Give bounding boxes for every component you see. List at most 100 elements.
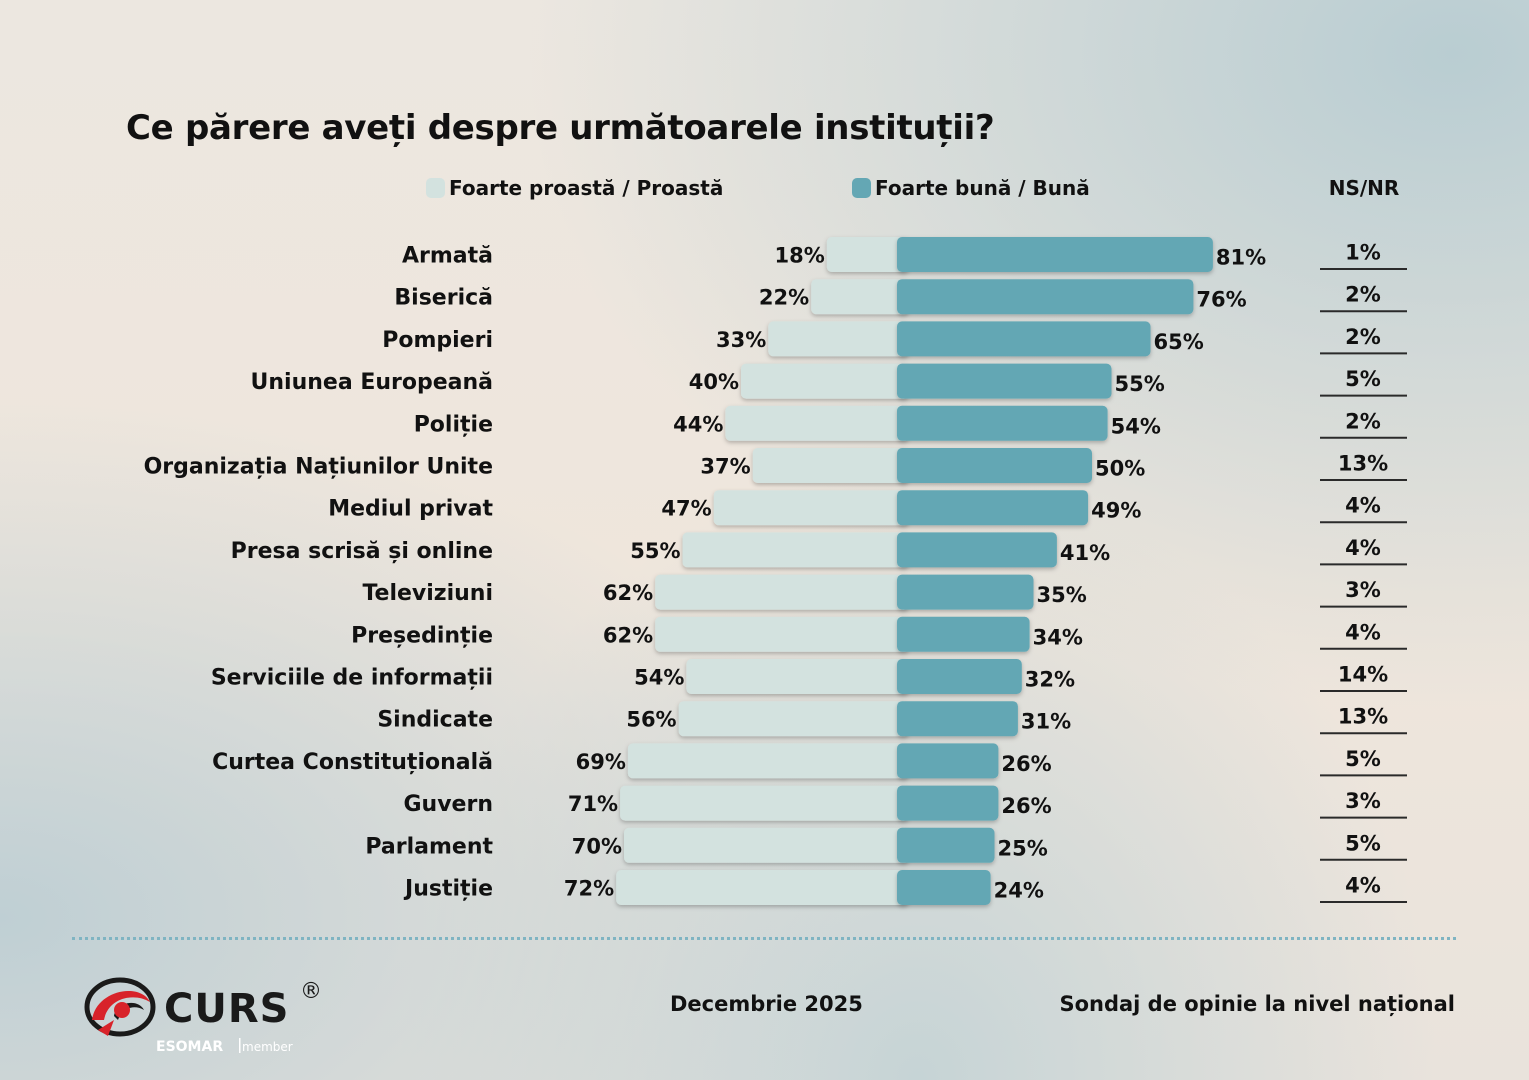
legend-negative-label: Foarte proastă / Proastă [449,176,724,200]
value-label-positive-parlament: 25% [998,836,1048,860]
bar-row-organizatia-natiunilor-unite: Organizația Națiunilor Unite 37% 50% 13% [144,448,1407,483]
bar-negative-presa-scrisa-si-online [682,532,909,568]
logo-registered: ® [300,979,322,1004]
value-label-positive-politie: 54% [1111,414,1161,438]
bar-row-serviciile-de-informatii: Serviciile de informații 54% 32% 14% [211,659,1407,694]
value-label-negative-mediul-privat: 47% [661,497,711,521]
value-label-negative-guvern: 71% [568,792,618,816]
chart-title: Ce părere aveți despre următoarele insti… [126,108,995,148]
bar-positive-biserica [897,279,1194,315]
value-label-negative-organizatia-natiunilor-unite: 37% [700,455,750,479]
bar-row-parlament: Parlament 70% 25% 5% [365,827,1407,863]
value-label-nsnr-sindicate: 13% [1338,705,1388,729]
bar-negative-biserica [811,279,909,315]
value-label-nsnr-pompieri: 2% [1345,325,1381,349]
value-label-positive-biserica: 76% [1196,288,1246,312]
value-label-nsnr-serviciile-de-informatii: 14% [1338,663,1388,687]
value-label-positive-curtea-constitutionala: 26% [1001,752,1051,776]
value-label-positive-presedintie: 34% [1033,625,1083,649]
legend-positive-label: Foarte bună / Bună [875,176,1090,200]
legend-negative: Foarte proastă / Proastă [426,176,723,200]
category-label-serviciile-de-informatii: Serviciile de informații [211,666,493,691]
value-label-positive-televiziuni: 35% [1037,583,1087,607]
category-label-justitie: Justiție [403,877,493,902]
value-label-nsnr-politie: 2% [1345,409,1381,433]
bar-row-pompieri: Pompieri 33% 65% 2% [382,321,1407,357]
bar-positive-serviciile-de-informatii [897,659,1022,694]
bar-negative-guvern [620,785,909,821]
footer-divider [72,937,1456,940]
category-label-armata: Armată [402,244,493,269]
bar-negative-organizatia-natiunilor-unite [752,448,909,483]
value-label-nsnr-presedintie: 4% [1345,620,1381,644]
value-label-positive-justitie: 24% [994,879,1044,903]
bar-row-presa-scrisa-si-online: Presa scrisă și online 55% 41% 4% [231,532,1407,568]
bar-negative-serviciile-de-informatii [686,659,909,694]
bar-negative-uniunea-europeana [741,363,909,399]
value-label-negative-uniunea-europeana: 40% [689,370,739,394]
value-label-negative-parlament: 70% [572,834,622,858]
bar-row-guvern: Guvern 71% 26% 3% [404,785,1407,821]
value-label-negative-presedintie: 62% [603,623,653,647]
value-label-positive-organizatia-natiunilor-unite: 50% [1095,457,1145,481]
bar-negative-armata [826,237,909,272]
category-label-televiziuni: Televiziuni [362,581,493,606]
bar-row-biserica: Biserică 22% 76% 2% [394,279,1407,315]
bar-negative-televiziuni [655,574,909,610]
bar-positive-justitie [897,870,991,905]
value-label-negative-curtea-constitutionala: 69% [576,750,626,774]
bar-row-armata: Armată 18% 81% 1% [402,237,1407,272]
value-label-nsnr-justitie: 4% [1345,874,1381,898]
legend-negative-swatch [426,178,445,198]
value-label-negative-presa-scrisa-si-online: 55% [630,539,680,563]
bar-negative-mediul-privat [713,490,909,526]
category-label-pompieri: Pompieri [382,328,493,353]
nsnr-header: NS/NR [1328,176,1400,200]
bar-positive-presedintie [897,616,1030,652]
value-label-nsnr-armata: 1% [1345,241,1381,265]
value-label-positive-uniunea-europeana: 55% [1115,372,1165,396]
bar-row-televiziuni: Televiziuni 62% 35% 3% [362,574,1407,610]
survey-note: Sondaj de opinie la nivel național [1059,992,1455,1016]
value-label-nsnr-guvern: 3% [1345,789,1381,813]
bar-row-uniunea-europeana: Uniunea Europeană 40% 55% 5% [251,363,1407,399]
value-label-nsnr-organizatia-natiunilor-unite: 13% [1338,452,1388,476]
bar-positive-televiziuni [897,574,1034,610]
bar-row-presedintie: Președinție 62% 34% 4% [351,616,1407,652]
bar-positive-guvern [897,785,999,821]
category-label-uniunea-europeana: Uniunea Europeană [251,370,494,395]
bar-negative-justitie [616,870,909,905]
value-label-nsnr-biserica: 2% [1345,283,1381,307]
bar-positive-organizatia-natiunilor-unite [897,448,1092,483]
legend-positive: Foarte bună / Bună [852,176,1090,200]
bar-row-politie: Poliție 44% 54% 2% [414,405,1407,441]
category-label-parlament: Parlament [365,834,493,859]
bar-positive-presa-scrisa-si-online [897,532,1057,568]
bar-row-justitie: Justiție 72% 24% 4% [403,870,1407,905]
value-label-negative-televiziuni: 62% [603,581,653,605]
value-label-nsnr-presa-scrisa-si-online: 4% [1345,536,1381,560]
value-label-positive-pompieri: 65% [1154,330,1204,354]
category-label-mediul-privat: Mediul privat [328,497,493,522]
category-label-presa-scrisa-si-online: Presa scrisă și online [231,539,493,564]
survey-date: Decembrie 2025 [670,992,863,1016]
bar-negative-pompieri [768,321,909,357]
value-label-negative-pompieri: 33% [716,328,766,352]
logo-member: member [242,1040,293,1054]
bar-positive-armata [897,237,1213,272]
bar-positive-parlament [897,827,995,863]
value-label-negative-serviciile-de-informatii: 54% [634,666,684,690]
bar-negative-sindicate [678,701,909,737]
value-label-positive-guvern: 26% [1001,794,1051,818]
category-label-organizatia-natiunilor-unite: Organizația Națiunilor Unite [144,455,493,480]
value-label-negative-justitie: 72% [564,877,614,901]
logo-swirl-icon [84,977,156,1037]
bar-positive-politie [897,405,1108,441]
bar-negative-politie [725,405,909,441]
value-label-nsnr-mediul-privat: 4% [1345,494,1381,518]
bar-negative-curtea-constitutionala [627,743,909,779]
value-label-positive-armata: 81% [1216,246,1266,270]
curs-logo: CURS ® ESOMAR member [84,977,322,1055]
logo-esomar: ESOMAR [156,1039,223,1055]
bar-positive-mediul-privat [897,490,1089,526]
